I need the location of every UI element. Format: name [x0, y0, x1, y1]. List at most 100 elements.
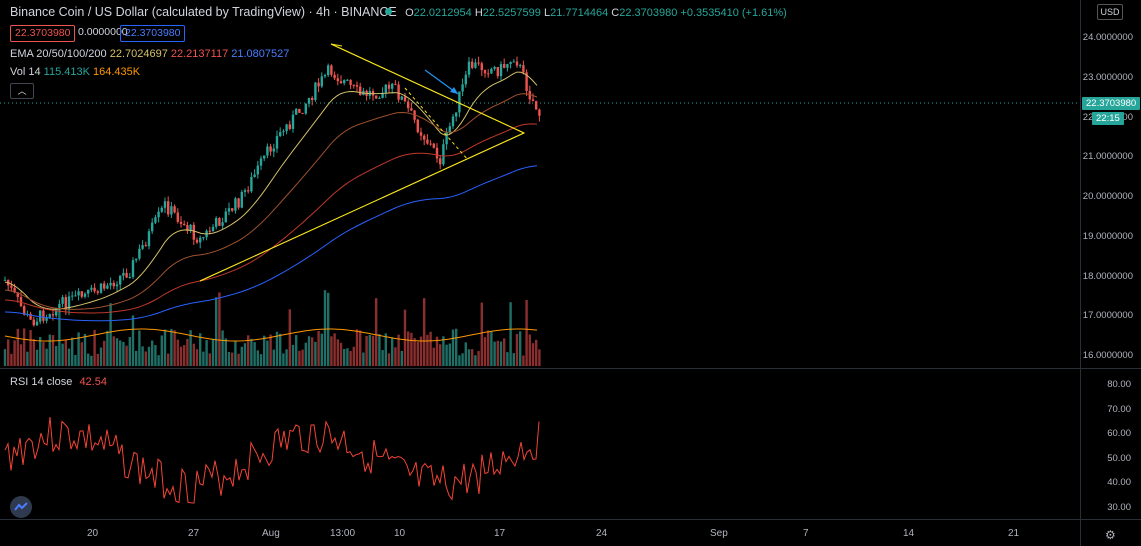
volume-bar	[23, 328, 26, 366]
candle	[493, 67, 496, 69]
candle	[55, 307, 58, 316]
time-tick: 13:00	[330, 528, 356, 539]
candle	[349, 79, 352, 85]
volume-bar	[451, 329, 455, 366]
ema20-line	[4, 71, 538, 310]
rsi-tick: 50.00	[1107, 453, 1131, 464]
volume-bar	[384, 333, 387, 366]
candle	[285, 124, 288, 132]
candle	[339, 81, 343, 84]
ohlc-close: 22.3703980	[619, 7, 678, 19]
volume-bar	[400, 350, 403, 366]
candle	[288, 124, 291, 129]
triangle-upper-line[interactable]	[330, 43, 525, 134]
volume-bar	[480, 302, 483, 366]
volume-bar	[269, 334, 272, 366]
candle	[515, 61, 519, 66]
volume-bar	[13, 340, 16, 366]
sell-price-box[interactable]: 22.3703980	[10, 25, 76, 42]
candle	[458, 91, 461, 113]
candle	[256, 165, 259, 175]
tradingview-logo-icon[interactable]	[10, 496, 32, 518]
collapse-legend-button[interactable]: ︿	[10, 83, 34, 99]
volume-bar	[394, 347, 397, 366]
ema50-line	[4, 93, 538, 310]
time-tick: 10	[394, 528, 406, 539]
time-tick: 27	[188, 528, 200, 539]
volume-bar	[112, 336, 115, 366]
candle	[445, 132, 448, 145]
candle	[416, 119, 419, 133]
candle	[298, 108, 301, 113]
ohlc-change: +0.3535410 (+1.61%)	[680, 7, 787, 19]
volume-bar	[333, 333, 336, 366]
volume-bar	[448, 343, 451, 366]
candle	[304, 103, 307, 114]
candle	[483, 70, 487, 74]
volume-bar	[157, 355, 160, 366]
volume-bar	[307, 336, 311, 366]
currency-button[interactable]: USD	[1097, 4, 1123, 20]
candle	[538, 109, 541, 116]
volume-bar	[195, 349, 199, 366]
ema-legend[interactable]: EMA 20/50/100/200 22.7024697 22.2137117 …	[10, 48, 290, 60]
volume-bar	[538, 349, 541, 366]
volume-bar	[96, 353, 99, 366]
candle	[359, 86, 362, 95]
volume-bar	[263, 335, 266, 366]
candle	[141, 245, 144, 249]
candle	[432, 143, 435, 148]
candle	[13, 287, 16, 293]
volume-bar	[317, 330, 320, 366]
price-tick: 24.0000000	[1082, 32, 1133, 43]
volume-bar	[253, 342, 256, 366]
volume-ma-value: 164.435K	[93, 66, 141, 78]
volume-bar	[179, 346, 183, 366]
volume-bar	[67, 348, 71, 366]
triangle-lower-line[interactable]	[199, 132, 525, 282]
volume-legend[interactable]: Vol 14 115.413K 164.435K	[10, 66, 141, 78]
candle	[355, 85, 359, 87]
volume-bar	[355, 329, 359, 366]
candle	[35, 321, 39, 326]
volume-bar	[247, 335, 250, 366]
volume-bar	[90, 355, 93, 366]
volume-bar	[144, 351, 147, 366]
gear-icon[interactable]: ⚙	[1105, 528, 1116, 542]
candle	[279, 132, 282, 137]
volume-bar	[250, 338, 253, 366]
candle	[183, 223, 186, 225]
volume-value: 115.413K	[43, 66, 90, 78]
buy-price-box[interactable]: 22.3703980	[120, 25, 186, 42]
symbol-title[interactable]: Binance Coin / US Dollar (calculated by …	[10, 5, 397, 19]
candle	[115, 284, 119, 287]
time-tick: 17	[494, 528, 506, 539]
candle	[499, 64, 503, 77]
candle	[272, 148, 275, 152]
candle	[291, 114, 295, 129]
volume-bar	[285, 349, 288, 366]
candle	[106, 285, 109, 289]
triangle-pattern[interactable]	[199, 43, 526, 282]
ohlc-low: 21.7714464	[550, 7, 609, 19]
volume-bar	[375, 298, 378, 366]
volume-bar	[208, 353, 211, 366]
rsi-legend[interactable]: RSI 14 close 42.54	[10, 376, 107, 388]
volume-bar	[227, 351, 231, 366]
volume-bar	[42, 342, 45, 366]
candle	[474, 62, 477, 68]
volume-bar	[122, 341, 125, 366]
volume-bar	[295, 335, 298, 366]
volume-bar	[512, 353, 515, 366]
candle	[122, 272, 125, 276]
candle	[131, 260, 135, 278]
volume-bar	[55, 345, 58, 366]
candle	[243, 190, 247, 192]
candle	[253, 174, 256, 177]
volume-bar	[288, 309, 291, 366]
candle	[352, 84, 355, 86]
volume-bar	[403, 309, 407, 366]
volume-bar	[125, 345, 128, 366]
candle	[96, 291, 99, 293]
